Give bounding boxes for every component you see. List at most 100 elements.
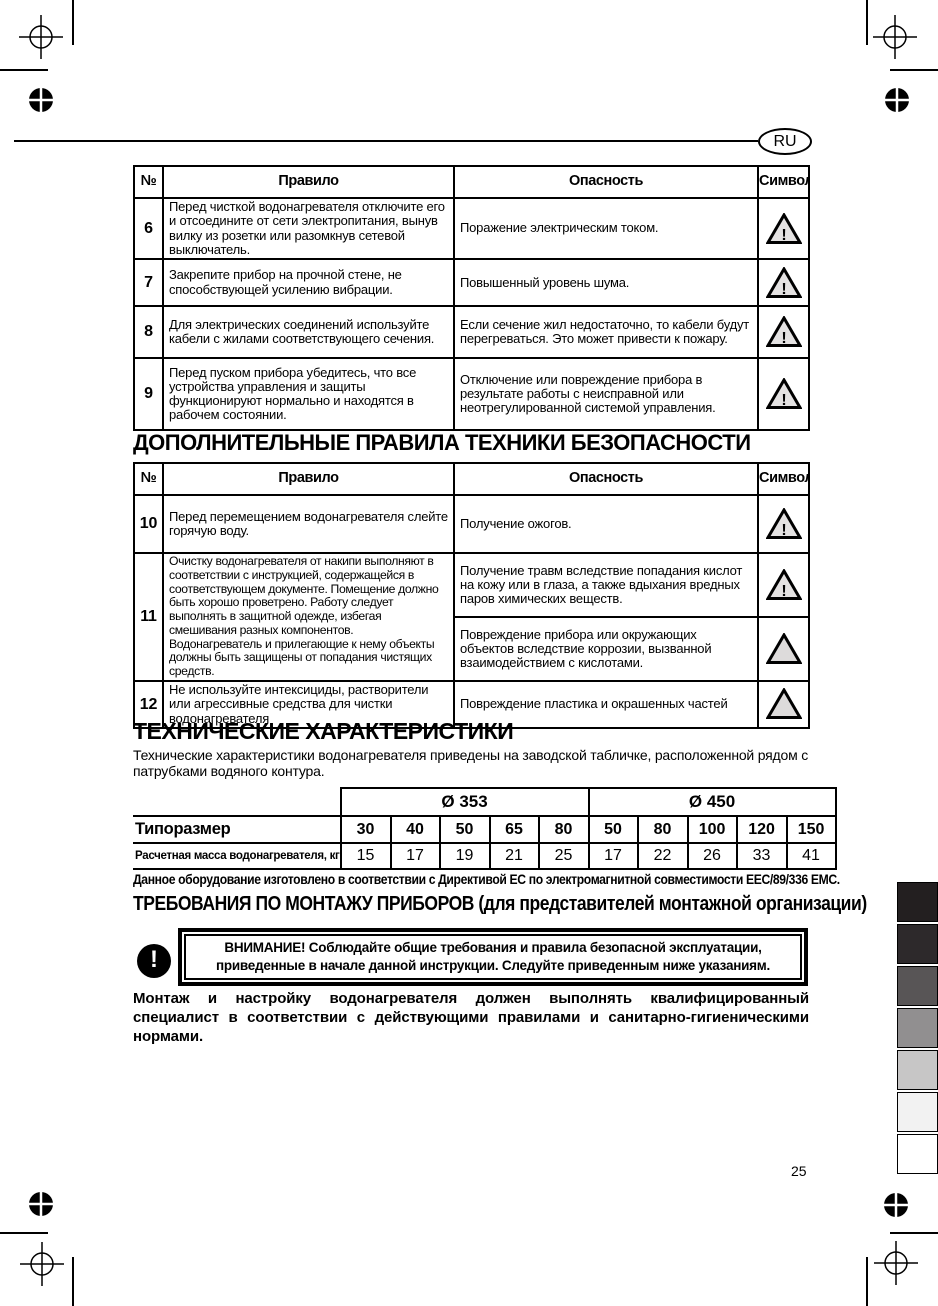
crop-mark-circle-icon bbox=[873, 15, 917, 59]
safety-rules-table: № Правило Опасность Символ 6 Перед чистк… bbox=[133, 165, 810, 432]
attention-box: ВНИМАНИЕ! Соблюдайте общие требования и … bbox=[178, 928, 808, 986]
warning-exclamation-icon: ! bbox=[765, 266, 802, 298]
svg-text:!: ! bbox=[781, 227, 786, 244]
svg-text:!: ! bbox=[781, 392, 786, 409]
symbol-cell: ! bbox=[757, 305, 810, 360]
size-cell: 80 bbox=[636, 815, 689, 844]
symbol-cell: ! bbox=[757, 196, 810, 261]
mass-cell: 21 bbox=[488, 842, 540, 870]
header-rule: Правило bbox=[162, 462, 455, 496]
attention-text: ВНИМАНИЕ! Соблюдайте общие требования и … bbox=[215, 939, 771, 973]
crop-mark-dot-icon bbox=[883, 1192, 909, 1218]
table-row: 9 Перед пуском прибора убедитесь, что вс… bbox=[133, 357, 810, 432]
mounting-note: Монтаж и настройку водонагревателя долже… bbox=[133, 990, 809, 1045]
size-cell: 30 bbox=[339, 815, 392, 844]
size-cell: 40 bbox=[389, 815, 441, 844]
row-label-size: Типоразмер bbox=[133, 815, 342, 844]
section-title-tech-specs: ТЕХНИЧЕСКИЕ ХАРАКТЕРИСТИКИ bbox=[133, 718, 514, 744]
size-cell: 120 bbox=[735, 815, 788, 844]
rule-number-cell: 11 bbox=[133, 551, 164, 683]
svg-text:!: ! bbox=[781, 583, 786, 600]
trim-line bbox=[72, 1257, 74, 1306]
danger-text-cell: Если сечение жил недостаточно, то кабели… bbox=[453, 305, 759, 360]
size-cell: 150 bbox=[785, 815, 837, 844]
diameter-group-header: Ø 353 bbox=[339, 787, 590, 817]
rule-number-cell: 6 bbox=[133, 196, 164, 261]
mass-cell: 26 bbox=[686, 842, 738, 870]
size-cell: 65 bbox=[488, 815, 540, 844]
trim-line bbox=[890, 1232, 938, 1234]
attention-box-inner: ВНИМАНИЕ! Соблюдайте общие требования и … bbox=[184, 934, 802, 980]
language-badge: RU bbox=[758, 128, 812, 155]
symbol-cell: ! bbox=[757, 551, 810, 619]
print-calibration-strip bbox=[897, 882, 938, 1176]
print-calibration-bar bbox=[897, 1008, 938, 1048]
crop-mark-circle-icon bbox=[19, 15, 63, 59]
header-rule: Правило bbox=[162, 165, 455, 199]
table-row: 11 Очистку водонагревателя от накипи вып… bbox=[133, 551, 810, 683]
mass-cell: 41 bbox=[785, 842, 837, 870]
header-num: № bbox=[133, 462, 164, 496]
trim-line bbox=[72, 0, 74, 45]
table-row: Типоразмер 30 40 50 65 80 50 80 100 120 … bbox=[133, 815, 837, 844]
print-calibration-bar bbox=[897, 1092, 938, 1132]
additional-safety-rules-table: № Правило Опасность Символ 10 Перед пере… bbox=[133, 462, 810, 729]
rule-text-cell: Закрепите прибор на прочной стене, не сп… bbox=[162, 258, 455, 308]
size-cell: 50 bbox=[587, 815, 639, 844]
empty-cell bbox=[133, 788, 342, 817]
table-row: Расчетная масса водонагревателя, кг 15 1… bbox=[133, 842, 837, 870]
page-number: 25 bbox=[791, 1163, 807, 1179]
rule-number-cell: 9 bbox=[133, 357, 164, 432]
svg-text:!: ! bbox=[781, 522, 786, 539]
print-calibration-bar bbox=[897, 1050, 938, 1090]
header-rule bbox=[14, 140, 758, 142]
tech-specs-table: Ø 353 Ø 450 Типоразмер 30 40 50 65 80 50… bbox=[133, 787, 837, 870]
table-row: 6 Перед чисткой водонагревателя отключит… bbox=[133, 196, 810, 261]
emc-note: Данное оборудование изготовлено в соотве… bbox=[133, 872, 840, 887]
rule-number-cell: 7 bbox=[133, 258, 164, 308]
symbol-cell bbox=[757, 680, 810, 729]
size-cell: 80 bbox=[537, 815, 590, 844]
mass-cell: 17 bbox=[587, 842, 639, 870]
symbol-cell: ! bbox=[757, 494, 810, 554]
rule-text-cell: Для электрических соединений используйте… bbox=[162, 305, 455, 360]
rule-text-cell: Перед пуском прибора убедитесь, что все … bbox=[162, 357, 455, 432]
warning-exclamation-icon: ! bbox=[765, 508, 802, 539]
danger-text-cell: Повышенный уровень шума. bbox=[453, 258, 759, 308]
table-row: Повреждение прибора или окружающих объек… bbox=[134, 616, 810, 683]
header-danger: Опасность bbox=[453, 462, 759, 496]
mass-cell: 33 bbox=[735, 842, 788, 870]
rule-text-cell: Перед чисткой водонагревателя отключите … bbox=[162, 196, 455, 261]
table-header-row: № Правило Опасность Символ bbox=[133, 165, 810, 199]
tech-intro-text: Технические характеристики водонагревате… bbox=[133, 747, 809, 779]
size-cell: 100 bbox=[686, 815, 738, 844]
header-symbol: Символ bbox=[757, 165, 810, 199]
mass-cell: 17 bbox=[389, 842, 441, 870]
mass-cell: 22 bbox=[636, 842, 689, 870]
attention-icon: ! bbox=[137, 944, 171, 978]
warning-triangle-icon bbox=[765, 688, 802, 720]
section-title-mounting: ТРЕБОВАНИЯ ПО МОНТАЖУ ПРИБОРОВ (для пред… bbox=[133, 893, 867, 915]
trim-line bbox=[0, 69, 48, 71]
rule-text-cell: Перед перемещением водонагревателя слейт… bbox=[162, 494, 455, 554]
row-label-mass: Расчетная масса водонагревателя, кг bbox=[133, 842, 342, 870]
danger-text-cell: Получение травм вследствие попадания кис… bbox=[453, 551, 759, 619]
header-symbol: Символ bbox=[757, 462, 810, 496]
diameter-group-header: Ø 450 bbox=[587, 787, 837, 817]
print-calibration-bar bbox=[897, 882, 938, 922]
crop-mark-dot-icon bbox=[28, 1191, 54, 1217]
mass-cell: 25 bbox=[537, 842, 590, 870]
warning-exclamation-icon: ! bbox=[765, 316, 802, 348]
trim-line bbox=[0, 1232, 48, 1234]
table-header-row: № Правило Опасность Символ bbox=[133, 462, 810, 496]
trim-line bbox=[866, 0, 868, 45]
table-row: 7 Закрепите прибор на прочной стене, не … bbox=[133, 258, 810, 308]
table-row: 12 Не используйте интексициды, растворит… bbox=[133, 680, 810, 729]
print-calibration-bar bbox=[897, 966, 938, 1006]
crop-mark-circle-icon bbox=[20, 1242, 64, 1286]
rule-number-cell: 8 bbox=[133, 305, 164, 360]
print-calibration-bar bbox=[897, 1134, 938, 1174]
mass-cell: 15 bbox=[339, 842, 392, 870]
crop-mark-dot-icon bbox=[28, 87, 54, 113]
